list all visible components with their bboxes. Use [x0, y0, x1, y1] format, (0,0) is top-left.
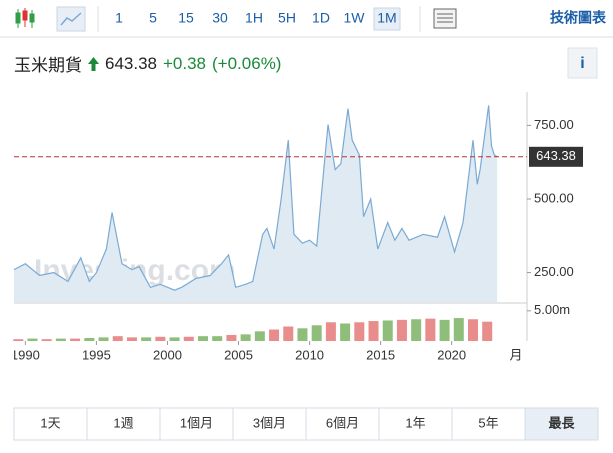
range-button[interactable]: 最長	[548, 415, 575, 430]
volume-bar	[254, 331, 265, 341]
range-active[interactable]	[525, 408, 598, 440]
volume-bar	[368, 321, 379, 341]
volume-bar	[169, 337, 180, 341]
table-icon[interactable]	[433, 8, 457, 29]
y-tick-label: 500.00	[534, 190, 574, 205]
interval[interactable]: 1	[115, 10, 123, 26]
volume-bar	[425, 318, 436, 341]
volume-bar	[340, 323, 351, 341]
header: 玉米期貨 643.38 +0.38 (+0.06%)	[14, 51, 281, 76]
volume-bar	[311, 325, 322, 341]
volume-bar	[155, 336, 166, 341]
up-arrow	[88, 56, 99, 71]
candle-icon[interactable]	[15, 8, 35, 28]
volume-bar	[482, 321, 493, 341]
price-line	[13, 105, 498, 291]
info-label[interactable]: i	[580, 55, 584, 72]
volume-bar	[112, 336, 123, 341]
title: 玉米期貨	[14, 56, 82, 75]
interval[interactable]: 1W	[344, 10, 366, 26]
volume-bar	[411, 319, 422, 341]
interval[interactable]: 5	[149, 10, 157, 26]
interval[interactable]: 30	[212, 10, 228, 26]
volume-bar	[13, 339, 24, 341]
volume-bar	[453, 318, 464, 341]
interval[interactable]: 15	[178, 10, 194, 26]
last-price-box	[529, 146, 583, 167]
x-tick-label: 2005	[224, 347, 253, 362]
line-icon[interactable]	[56, 6, 86, 32]
volume-bar	[297, 328, 308, 341]
range-button[interactable]: 3個月	[253, 415, 286, 430]
volume-bar	[141, 337, 152, 341]
volume-bar	[396, 319, 407, 341]
range-button[interactable]: 1週	[113, 415, 133, 430]
volume-bar	[468, 319, 478, 341]
volume-bar	[354, 322, 365, 341]
y-tick-label: 750.00	[534, 117, 574, 132]
volume-bar	[226, 334, 237, 341]
volume-bar	[70, 338, 81, 341]
volume-bar	[269, 329, 280, 341]
y2-tick-label: 5.00m	[534, 302, 570, 317]
interval[interactable]: 1M	[377, 10, 396, 26]
interval[interactable]: 5H	[278, 10, 296, 26]
range-border	[13, 407, 599, 441]
volume-bar	[98, 337, 109, 341]
interval[interactable]: 1H	[245, 10, 263, 26]
x-unit-label: 月	[509, 347, 522, 362]
tech-chart-link[interactable]: 技術圖表	[550, 10, 607, 26]
volume-bar	[55, 338, 66, 341]
volume-bar	[126, 337, 137, 341]
range-button[interactable]: 6個月	[326, 415, 359, 430]
volume-bar	[198, 336, 208, 341]
volume-bar	[283, 326, 294, 341]
y-tick-label: 250.00	[534, 264, 574, 279]
volume-bar	[183, 336, 194, 341]
volume-bar	[212, 336, 223, 341]
change-pct: (+0.06%)	[212, 53, 282, 73]
info-button[interactable]: i	[567, 47, 598, 79]
volume-bar	[325, 322, 336, 341]
last-price-label: 643.38	[536, 148, 576, 163]
x-tick-label: 1990	[11, 347, 40, 362]
change: +0.38	[163, 53, 207, 73]
volume-bar	[27, 338, 38, 341]
price: 643.38	[105, 53, 157, 73]
range-button[interactable]: 1個月	[180, 415, 213, 430]
volume-bar	[41, 339, 52, 341]
volume-bar	[84, 337, 95, 341]
range-button[interactable]: 1年	[405, 415, 425, 430]
x-tick-label: 1995	[82, 347, 111, 362]
x-tick-label: 2015	[366, 347, 395, 362]
range-button[interactable]: 1天	[40, 415, 60, 430]
volume-bar	[439, 319, 450, 341]
range-button[interactable]: 5年	[478, 415, 498, 430]
interval-active[interactable]	[373, 7, 401, 31]
x-tick-label: 2020	[437, 347, 466, 362]
price-area	[14, 105, 498, 302]
x-tick-label: 2010	[295, 347, 324, 362]
x-tick-label: 2000	[153, 347, 182, 362]
volume-bar	[240, 334, 251, 341]
volume-bar	[382, 320, 393, 341]
interval[interactable]: 1D	[312, 10, 330, 26]
